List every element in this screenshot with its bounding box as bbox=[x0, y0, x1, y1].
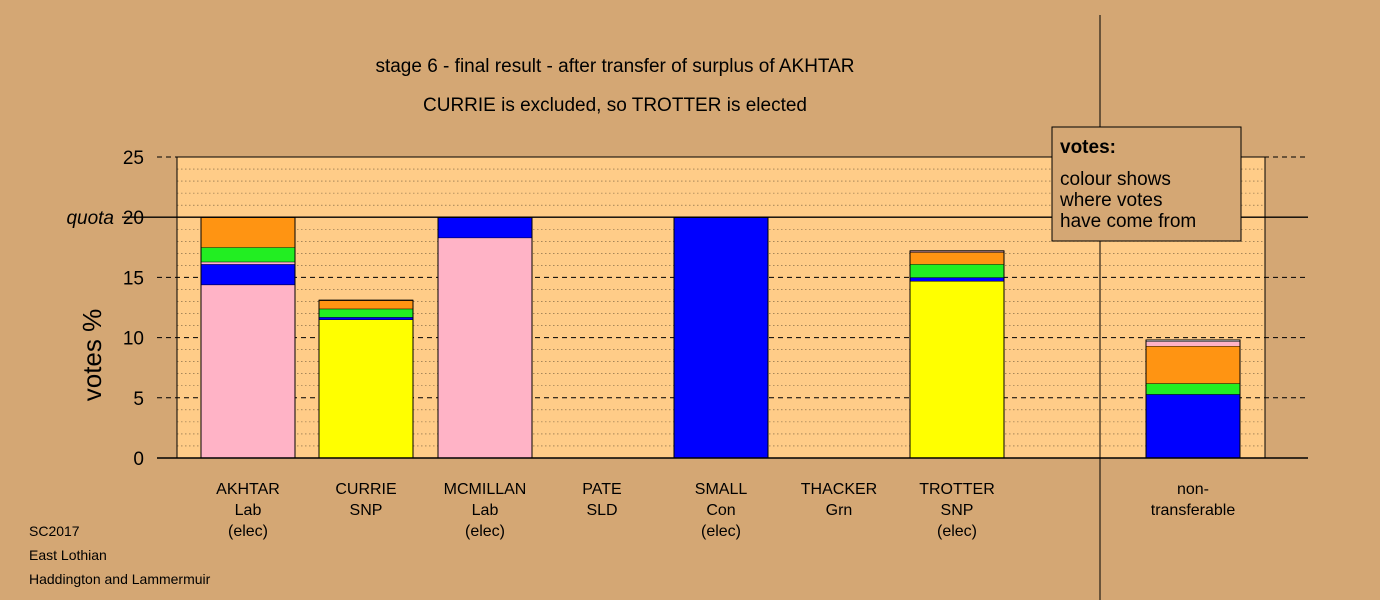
bar-segment bbox=[319, 317, 413, 320]
y-tick-label: 20 bbox=[123, 208, 144, 229]
bar-segment bbox=[201, 284, 295, 458]
legend-box: votes: colour shows where votes have com… bbox=[1051, 126, 1242, 242]
y-tick-label: 0 bbox=[133, 449, 144, 470]
y-axis-label: votes % bbox=[77, 309, 107, 402]
x-category-label: Lab bbox=[472, 502, 499, 519]
x-category-label: (elec) bbox=[701, 523, 741, 540]
quota-label: quota bbox=[66, 208, 114, 229]
x-category-label: AKHTAR bbox=[216, 481, 280, 498]
x-category-label: (elec) bbox=[937, 523, 977, 540]
bar-segment bbox=[319, 319, 413, 458]
legend-title: votes: bbox=[1060, 137, 1116, 158]
footer-line: East Lothian bbox=[29, 547, 107, 563]
y-tick-label: 25 bbox=[123, 148, 144, 169]
x-category-label: THACKER bbox=[801, 481, 877, 498]
legend-line: where votes bbox=[1059, 190, 1162, 211]
legend-frame bbox=[1051, 126, 1242, 242]
x-category-label: (elec) bbox=[465, 523, 505, 540]
x-category-labels: AKHTAR Lab (elec) CURRIE SNP MCMILLAN Lab (elec… bbox=[216, 481, 1235, 540]
x-category-label: transferable bbox=[1151, 502, 1236, 519]
bar-segment bbox=[1146, 346, 1240, 384]
x-category-label: MCMILLAN bbox=[444, 481, 527, 498]
bar-segment bbox=[201, 217, 295, 248]
footer: SC2017 East Lothian Haddington and Lamme… bbox=[29, 523, 211, 587]
legend-line: have come from bbox=[1060, 211, 1196, 232]
y-tick-label: 15 bbox=[123, 268, 144, 289]
bar-segment bbox=[201, 247, 295, 262]
x-category-label: non- bbox=[1177, 481, 1209, 498]
bar-segment bbox=[201, 261, 295, 265]
bar-segment bbox=[1146, 341, 1240, 347]
x-category-label: Lab bbox=[235, 502, 262, 519]
bar-segment bbox=[319, 308, 413, 318]
x-category-label: SMALL bbox=[695, 481, 748, 498]
x-category-label: SNP bbox=[350, 502, 383, 519]
footer-line: Haddington and Lammermuir bbox=[29, 571, 211, 587]
bar-segment bbox=[319, 300, 413, 309]
bar-segment bbox=[674, 217, 768, 458]
bar-segment bbox=[438, 237, 532, 458]
bar-segment bbox=[1146, 383, 1240, 395]
bar-segment bbox=[1146, 340, 1240, 342]
x-category-label: PATE bbox=[582, 481, 621, 498]
bar-segment bbox=[438, 217, 532, 238]
bar-segment bbox=[910, 277, 1004, 282]
x-category-label: Con bbox=[706, 502, 735, 519]
bar-segment bbox=[910, 264, 1004, 278]
x-category-label: SLD bbox=[586, 502, 617, 519]
chart-subtitle: CURRIE is excluded, so TROTTER is electe… bbox=[423, 95, 807, 116]
x-category-label: SNP bbox=[941, 502, 974, 519]
y-tick-label: 10 bbox=[123, 329, 144, 350]
x-category-label: Grn bbox=[826, 502, 853, 519]
x-category-label: TROTTER bbox=[919, 481, 995, 498]
bar-segment bbox=[1146, 394, 1240, 458]
chart-title: stage 6 - final result - after transfer … bbox=[375, 56, 854, 77]
bar-segment bbox=[910, 250, 1004, 253]
x-category-label: CURRIE bbox=[335, 481, 396, 498]
bar-segment bbox=[910, 252, 1004, 265]
y-tick-label: 5 bbox=[133, 389, 144, 410]
y-ticks: 0 5 10 15 20 25 bbox=[123, 148, 144, 470]
bar-segment bbox=[910, 281, 1004, 458]
bar-segment bbox=[201, 264, 295, 285]
legend-line: colour shows bbox=[1060, 169, 1171, 190]
x-category-label: (elec) bbox=[228, 523, 268, 540]
bars-group bbox=[200, 216, 1241, 459]
footer-line: SC2017 bbox=[29, 523, 80, 539]
